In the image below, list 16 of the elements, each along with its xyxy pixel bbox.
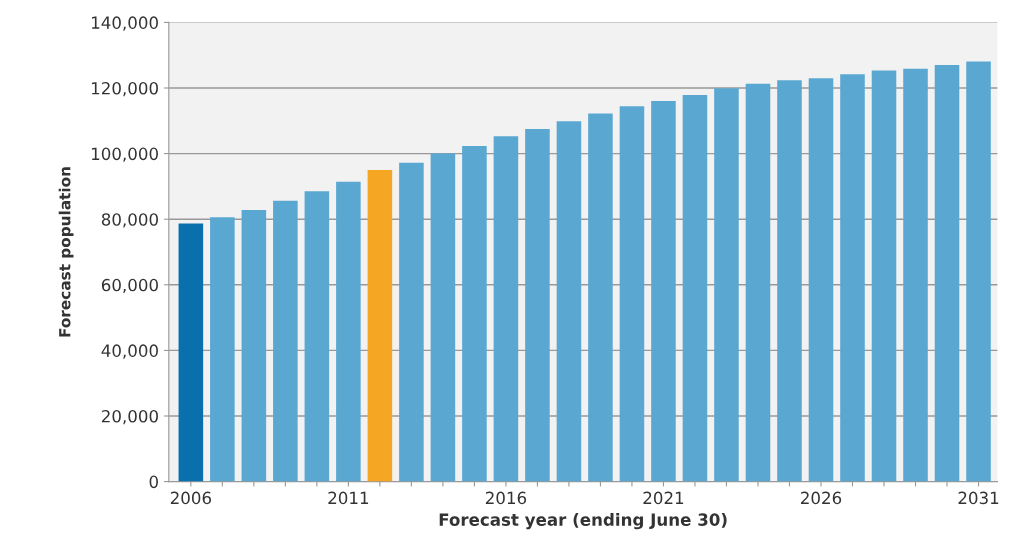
x-axis-title: Forecast year (ending June 30) (439, 513, 727, 530)
x-tick-label: 2006 (170, 491, 212, 505)
x-tick-label: 2031 (958, 491, 999, 505)
x-tick-label: 2016 (485, 491, 527, 505)
y-tick-label: 80,000 (101, 213, 158, 228)
y-tick-label: 0 (149, 475, 158, 489)
x-tick-label: 2011 (328, 491, 369, 505)
y-tick-label: 60,000 (101, 278, 158, 294)
y-tick-label: 20,000 (101, 409, 158, 425)
y-tick-label: 40,000 (101, 344, 158, 359)
x-tick-label: 2026 (801, 491, 842, 505)
x-tick-label: 2021 (643, 491, 684, 505)
y-axis-title: Forecast population (58, 167, 74, 337)
y-tick-label: 120,000 (91, 81, 158, 97)
y-tick-label: 140,000 (91, 16, 158, 31)
y-tick-label: 100,000 (91, 147, 158, 162)
